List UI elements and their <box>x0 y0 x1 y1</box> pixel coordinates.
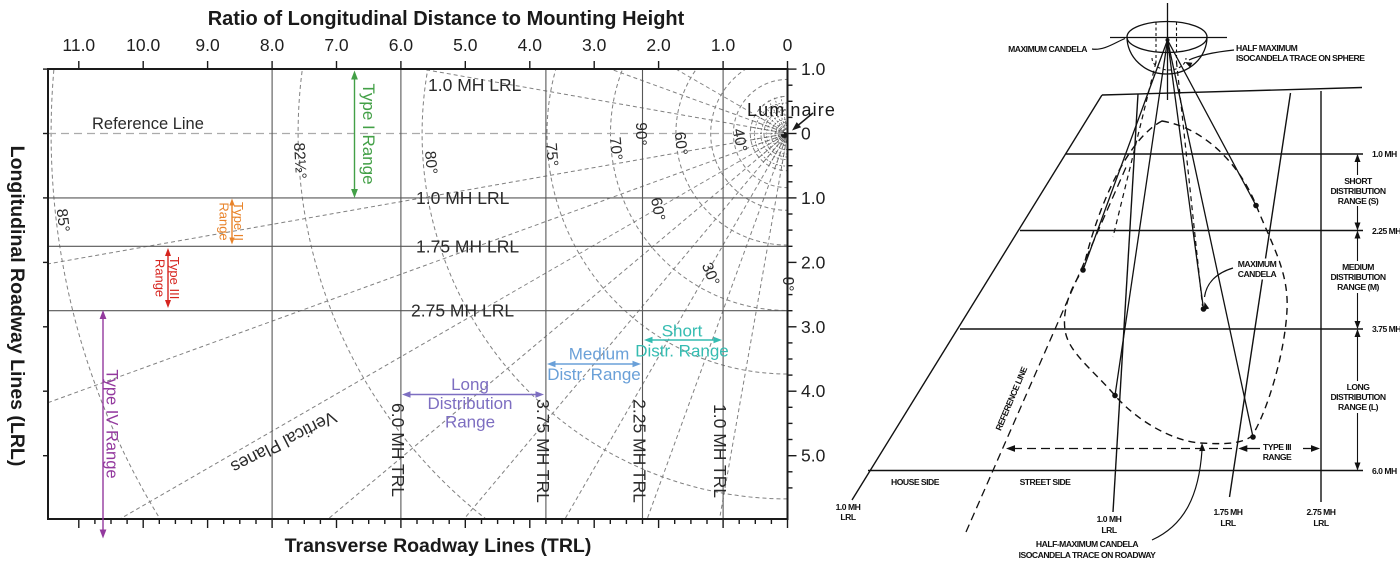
svg-text:RANGE (S): RANGE (S) <box>1338 196 1379 206</box>
svg-text:2.75 MH LRL: 2.75 MH LRL <box>411 301 514 321</box>
svg-text:MEDIUM: MEDIUM <box>1342 262 1374 272</box>
svg-text:4.0: 4.0 <box>518 35 543 55</box>
svg-text:2.25 MH: 2.25 MH <box>1372 226 1400 236</box>
svg-text:1.0 MH: 1.0 MH <box>836 502 861 512</box>
svg-text:2.75 MH: 2.75 MH <box>1307 507 1336 517</box>
svg-text:6.0 MH TRL: 6.0 MH TRL <box>388 403 408 497</box>
svg-text:HALF-MAXIMUM CANDELA: HALF-MAXIMUM CANDELA <box>1036 539 1138 549</box>
svg-text:5.0: 5.0 <box>453 35 478 55</box>
svg-text:Ratio of Longitudinal Distance: Ratio of Longitudinal Distance to Mounti… <box>208 8 685 30</box>
svg-text:6.0 MH: 6.0 MH <box>1372 466 1397 476</box>
svg-text:DISTRIBUTION: DISTRIBUTION <box>1330 392 1385 402</box>
svg-text:90°: 90° <box>632 122 649 145</box>
svg-text:Distr. Range: Distr. Range <box>547 365 641 384</box>
svg-text:2.25 MH TRL: 2.25 MH TRL <box>630 399 650 503</box>
svg-text:0°: 0° <box>779 277 796 292</box>
svg-text:3.0: 3.0 <box>801 317 826 337</box>
svg-text:4.0: 4.0 <box>801 381 826 401</box>
svg-text:3.0: 3.0 <box>582 35 607 55</box>
svg-text:3.75 MH TRL: 3.75 MH TRL <box>533 399 553 503</box>
svg-text:DISTRIBUTION: DISTRIBUTION <box>1330 186 1385 196</box>
svg-text:1.0 MH: 1.0 MH <box>1097 514 1122 524</box>
svg-text:7.0: 7.0 <box>324 35 349 55</box>
svg-text:HOUSE SIDE: HOUSE SIDE <box>891 477 940 487</box>
svg-text:1.0: 1.0 <box>711 35 736 55</box>
svg-text:Type IV Range: Type IV Range <box>103 369 121 478</box>
svg-text:9.0: 9.0 <box>195 35 220 55</box>
svg-text:8.0: 8.0 <box>260 35 285 55</box>
svg-text:80°: 80° <box>421 150 440 175</box>
svg-text:RANGE: RANGE <box>1263 452 1292 462</box>
svg-text:Luminaire: Luminaire <box>747 100 836 120</box>
svg-text:Distribution: Distribution <box>427 394 512 413</box>
svg-text:1.75 MH: 1.75 MH <box>1214 507 1243 517</box>
svg-text:Range: Range <box>445 413 495 432</box>
svg-text:HALF MAXIMUM: HALF MAXIMUM <box>1236 43 1298 53</box>
svg-text:40°: 40° <box>729 127 750 153</box>
svg-text:RANGE (M): RANGE (M) <box>1337 282 1379 292</box>
svg-text:0: 0 <box>801 124 811 144</box>
svg-text:3.75 MH: 3.75 MH <box>1372 324 1400 334</box>
svg-text:MAXIMUM: MAXIMUM <box>1238 259 1277 269</box>
svg-text:SHORT: SHORT <box>1344 176 1373 186</box>
svg-text:10.0: 10.0 <box>126 35 160 55</box>
svg-text:1.0 MH LRL: 1.0 MH LRL <box>428 75 522 95</box>
svg-text:11.0: 11.0 <box>62 35 95 55</box>
svg-text:Short: Short <box>662 322 703 341</box>
svg-text:Type II: Type II <box>231 202 246 241</box>
svg-text:RANGE (L): RANGE (L) <box>1338 402 1379 412</box>
svg-text:Medium: Medium <box>569 345 629 364</box>
svg-text:Range: Range <box>153 259 168 297</box>
svg-text:60°: 60° <box>647 196 668 222</box>
svg-text:60°: 60° <box>671 131 690 156</box>
svg-text:1.0 MH TRL: 1.0 MH TRL <box>710 404 730 498</box>
svg-text:TYPE III: TYPE III <box>1263 442 1291 452</box>
svg-text:1.0: 1.0 <box>801 188 826 208</box>
svg-text:Long: Long <box>451 375 489 394</box>
svg-text:LRL: LRL <box>1313 518 1328 528</box>
svg-text:STREET SIDE: STREET SIDE <box>1020 477 1072 487</box>
svg-text:DISTRIBUTION: DISTRIBUTION <box>1330 272 1385 282</box>
svg-text:2.0: 2.0 <box>801 252 826 272</box>
svg-text:82½°: 82½° <box>290 142 309 179</box>
svg-text:LRL: LRL <box>1220 518 1235 528</box>
svg-text:5.0: 5.0 <box>801 446 826 466</box>
svg-text:1.75 MH LRL: 1.75 MH LRL <box>416 236 519 256</box>
svg-text:CANDELA: CANDELA <box>1238 269 1277 279</box>
svg-text:6.0: 6.0 <box>389 35 414 55</box>
svg-text:MAXIMUM CANDELA: MAXIMUM CANDELA <box>1008 44 1087 54</box>
svg-text:1.0 MH LRL: 1.0 MH LRL <box>416 188 510 208</box>
svg-text:2.0: 2.0 <box>646 35 671 55</box>
svg-text:Reference Line: Reference Line <box>92 115 204 133</box>
svg-text:1.0: 1.0 <box>801 59 826 79</box>
svg-text:75°: 75° <box>542 142 561 167</box>
svg-text:LONG: LONG <box>1347 382 1371 392</box>
svg-text:Type I Range: Type I Range <box>359 83 378 184</box>
svg-text:Range: Range <box>217 202 232 240</box>
svg-text:Transverse Roadway Lines (TRL): Transverse Roadway Lines (TRL) <box>285 535 592 557</box>
svg-text:ISOCANDELA TRACE ON ROADWAY: ISOCANDELA TRACE ON ROADWAY <box>1019 550 1157 560</box>
svg-text:Longitudinal Roadway Lines (LR: Longitudinal Roadway Lines (LRL) <box>6 146 28 467</box>
svg-text:Distr. Range: Distr. Range <box>635 342 729 361</box>
svg-text:85°: 85° <box>53 208 73 233</box>
svg-text:70°: 70° <box>606 136 625 161</box>
svg-text:ISOCANDELA TRACE ON SPHERE: ISOCANDELA TRACE ON SPHERE <box>1236 53 1365 63</box>
svg-text:Type III: Type III <box>167 257 182 300</box>
svg-text:1.0 MH: 1.0 MH <box>1372 149 1397 159</box>
svg-text:0: 0 <box>783 35 793 55</box>
svg-text:LRL: LRL <box>1101 525 1116 535</box>
svg-text:LRL: LRL <box>840 512 855 522</box>
